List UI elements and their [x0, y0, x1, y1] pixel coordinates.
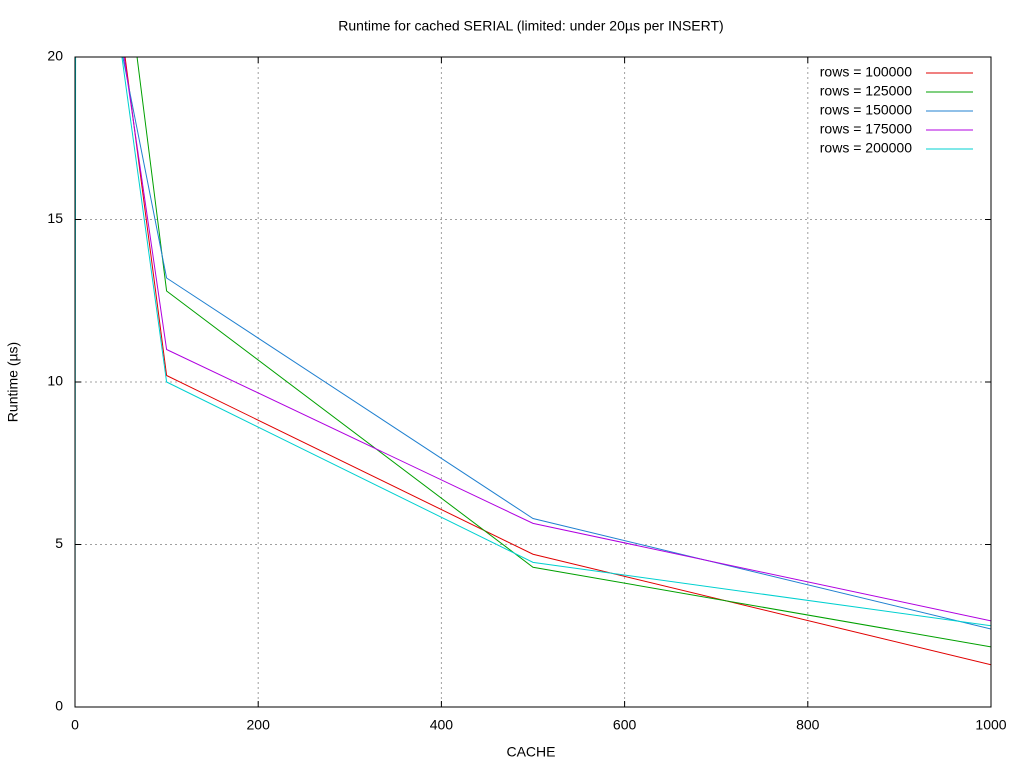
series-line [123, 57, 991, 622]
legend-label: rows = 175000 [820, 121, 912, 137]
y-axis-label: Runtime (µs) [5, 342, 21, 422]
x-tick-label: 600 [613, 717, 637, 733]
y-tick-label: 10 [47, 373, 63, 389]
x-tick-label: 800 [796, 717, 820, 733]
legend-label: rows = 150000 [820, 102, 912, 118]
x-tick-label: 0 [71, 717, 79, 733]
series-line [124, 57, 991, 666]
grid [75, 57, 991, 707]
x-axis-label: CACHE [506, 744, 555, 760]
legend-label: rows = 125000 [820, 83, 912, 99]
x-tick-label: 200 [247, 717, 271, 733]
series-line [122, 57, 991, 630]
x-tick-label: 1000 [975, 717, 1006, 733]
y-tick-label: 20 [47, 48, 63, 64]
chart-title: Runtime for cached SERIAL (limited: unde… [338, 18, 723, 34]
series-line [75, 57, 991, 669]
y-tick-label: 0 [55, 698, 63, 714]
x-tick-label: 400 [430, 717, 454, 733]
y-tick-label: 5 [55, 535, 63, 551]
legend-label: rows = 100000 [820, 64, 912, 80]
series-line [136, 57, 991, 648]
legend-label: rows = 200000 [820, 140, 912, 156]
y-tick-label: 15 [47, 210, 63, 226]
plot-area [75, 57, 991, 669]
